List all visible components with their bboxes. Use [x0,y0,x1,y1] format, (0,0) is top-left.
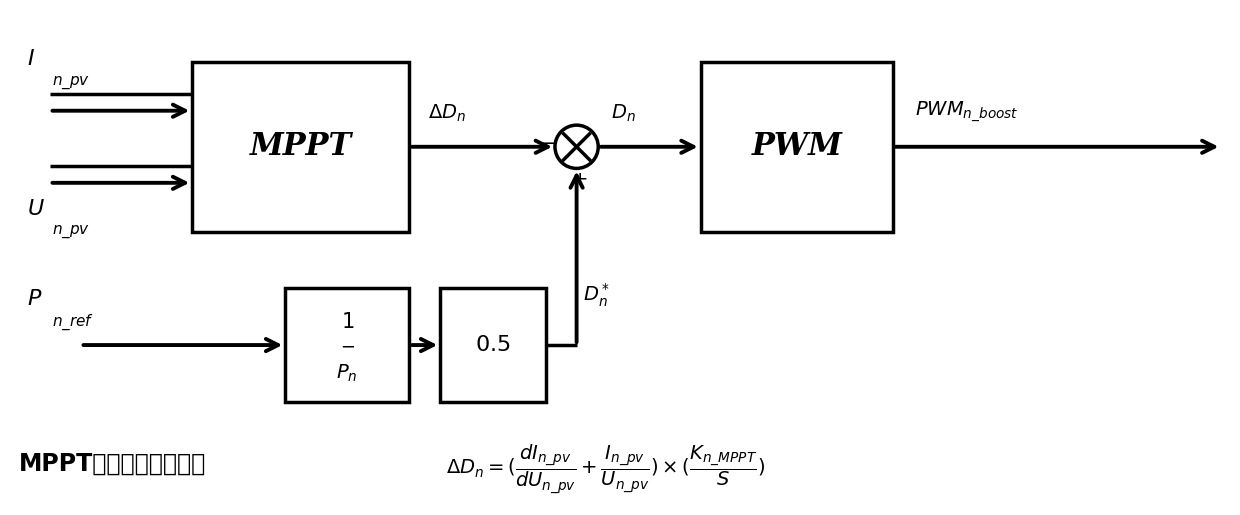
Text: $\Delta D_n$: $\Delta D_n$ [428,102,466,124]
Text: $D_n^*$: $D_n^*$ [583,282,610,309]
Text: $-$: $-$ [539,132,556,151]
Text: $PWM_{n\_boost}$: $PWM_{n\_boost}$ [915,99,1019,124]
Text: $n\_pv$: $n\_pv$ [52,74,91,91]
Text: $\Delta D_n = (\dfrac{dI_{n\_pv}}{dU_{n\_pv}} + \dfrac{I_{n\_pv}}{U_{n\_pv}}) \t: $\Delta D_n = (\dfrac{dI_{n\_pv}}{dU_{n\… [446,442,766,495]
Bar [285,288,409,402]
Text: MPPT：最大功率点跟踪: MPPT：最大功率点跟踪 [19,452,206,475]
Bar [701,62,893,232]
Text: $+$: $+$ [570,170,587,188]
Text: $P_n$: $P_n$ [336,363,358,384]
Bar [440,288,546,402]
Bar [192,62,409,232]
Text: $n\_ref$: $n\_ref$ [52,312,94,332]
Text: $I$: $I$ [27,48,35,70]
Text: MPPT: MPPT [249,131,352,162]
Ellipse shape [556,125,598,168]
Text: $n\_pv$: $n\_pv$ [52,224,91,240]
Text: ─: ─ [342,339,352,356]
Text: PWM: PWM [751,131,842,162]
Text: $0.5$: $0.5$ [475,334,511,356]
Text: $U$: $U$ [27,198,45,219]
Text: $1$: $1$ [341,312,353,332]
Text: $D_n$: $D_n$ [610,102,635,124]
Text: $P$: $P$ [27,288,42,310]
